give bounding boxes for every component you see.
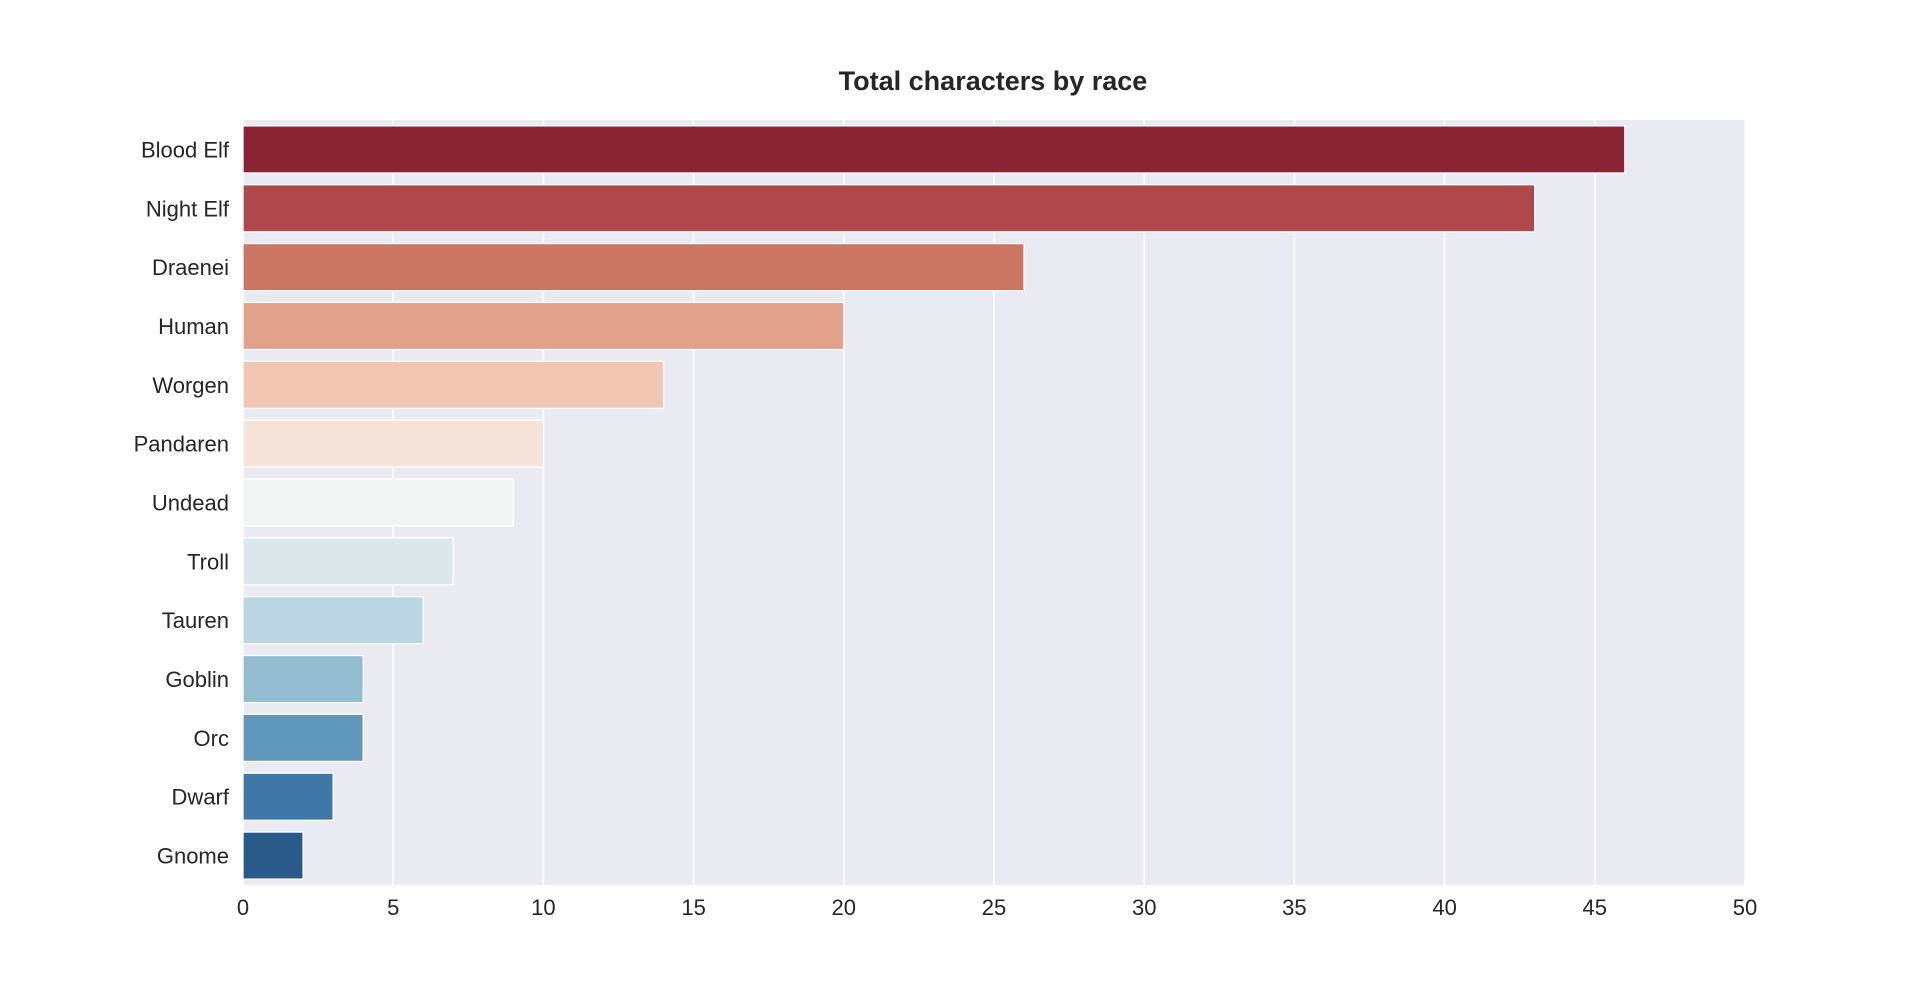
y-category-label: Worgen — [152, 373, 229, 398]
y-category-label: Pandaren — [134, 432, 229, 457]
y-category-label: Tauren — [162, 608, 229, 633]
x-tick-label: 45 — [1583, 895, 1607, 920]
y-category-label: Human — [158, 314, 229, 339]
bar — [242, 537, 454, 586]
x-tick-label: 35 — [1282, 895, 1306, 920]
y-category-label: Night Elf — [146, 196, 230, 221]
y-category-label: Goblin — [165, 667, 229, 692]
y-axis-labels: Blood Elf Night Elf Draenei Human Worgen Pand… — [134, 137, 230, 868]
bar — [242, 360, 665, 409]
bar — [242, 184, 1536, 233]
x-tick-label: 40 — [1432, 895, 1456, 920]
x-tick-label: 10 — [531, 895, 555, 920]
x-tick-label: 25 — [982, 895, 1006, 920]
x-tick-label: 0 — [237, 895, 249, 920]
x-tick-label: 30 — [1132, 895, 1156, 920]
x-tick-label: 50 — [1733, 895, 1757, 920]
bar — [242, 713, 364, 763]
bar — [242, 419, 545, 468]
x-axis-tick-labels: 0 5 10 15 20 25 30 35 40 45 50 — [237, 895, 1757, 920]
y-category-label: Troll — [187, 549, 229, 574]
bar — [242, 596, 424, 645]
bar — [242, 772, 334, 821]
y-category-label: Orc — [194, 726, 229, 751]
bar — [242, 242, 1025, 292]
x-tick-label: 20 — [832, 895, 856, 920]
bar — [242, 478, 515, 527]
bar — [242, 831, 304, 880]
y-category-label: Dwarf — [172, 785, 230, 810]
x-tick-label: 5 — [387, 895, 399, 920]
bar — [242, 125, 1626, 174]
y-category-label: Gnome — [157, 844, 229, 869]
y-category-label: Draenei — [152, 255, 229, 280]
chart-title: Total characters by race — [839, 66, 1148, 96]
bar — [242, 301, 845, 351]
y-category-label: Blood Elf — [141, 137, 230, 162]
y-category-label: Undead — [152, 491, 229, 516]
x-tick-label: 15 — [681, 895, 705, 920]
bars — [242, 125, 1626, 880]
bar — [242, 654, 364, 704]
